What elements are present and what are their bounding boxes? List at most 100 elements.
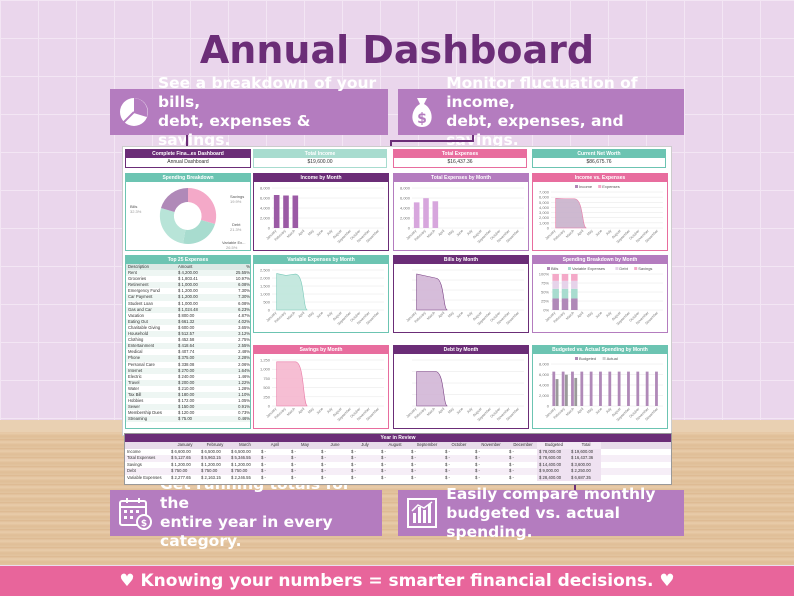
month-label: June: [316, 407, 324, 415]
chart-title: Savings by Month: [254, 346, 388, 354]
table-cell: $ 800.00: [178, 312, 195, 318]
calendar-money-icon: $: [118, 495, 152, 531]
table-cell: $ 1,000.00: [178, 300, 198, 306]
dashboard-selector-value[interactable]: Annual Dashboard: [167, 159, 209, 165]
table-cell: 4.02%: [238, 318, 250, 324]
table-cell: Sewer: [128, 404, 140, 410]
tick-label: 0: [268, 404, 271, 409]
table-cell: Streaming: [128, 416, 148, 422]
table-cell: Membership Dues: [128, 410, 162, 416]
review-cell: $ -: [475, 468, 480, 473]
table-row: Electric $ 240.00 1.46%: [126, 373, 250, 380]
month-label: April: [576, 229, 584, 237]
review-cell: $ -: [261, 468, 266, 473]
table-cell: Vacation: [128, 312, 144, 318]
tick-label: 250: [263, 394, 270, 399]
table-cell: Rent: [128, 270, 137, 276]
tick-label: 75%: [541, 281, 549, 286]
table-cell: 6.23%: [238, 306, 250, 312]
table-row: Charitable Giving $ 600.00 3.65%: [126, 324, 250, 332]
kpi-label: Current Net Worth: [533, 150, 665, 158]
review-cell: $ -: [381, 474, 386, 480]
review-cell: $ -: [261, 448, 266, 454]
tick-label: 6,000: [539, 195, 550, 200]
table-cell: $ 1,024.48: [178, 306, 198, 312]
review-cell: $ 2,277.65: [171, 474, 191, 480]
budgeted-bar: [645, 371, 649, 406]
tick-label: 2,000: [400, 216, 411, 221]
table-row: Streaming $ 75.00 0.46%: [126, 416, 250, 423]
review-cell: $ -: [321, 468, 326, 473]
table-cell: 0.46%: [238, 416, 250, 422]
table-row: Personal Care $ 338.08 2.06%: [126, 361, 250, 368]
legend-swatch: [634, 267, 638, 270]
review-cell: $ -: [291, 455, 296, 460]
callout-breakdown: See a breakdown of your bills, debt, exp…: [110, 74, 388, 149]
chart-title: Variable Expenses by Month: [254, 256, 388, 264]
table-cell: $ 172.00: [178, 398, 195, 404]
table-cell: %: [246, 264, 250, 269]
review-cell: $ -: [261, 461, 266, 467]
stack-bar-segment: [561, 288, 569, 299]
legend-label: Savings: [638, 266, 652, 271]
legend-label: Income: [579, 184, 593, 189]
review-cell: $ -: [351, 455, 356, 460]
table-cell: $ 452.58: [178, 337, 195, 343]
legend-swatch: [598, 185, 602, 188]
table-cell: 25.55%: [235, 270, 250, 276]
dashboard-selector[interactable]: Complete Fina...es Dashboard Annual Dash…: [125, 149, 251, 168]
table-cell: 1.64%: [238, 367, 250, 373]
table-cell: $ 240.00: [178, 373, 195, 379]
tick-label: 2,000: [539, 215, 550, 220]
tick-label: 1,000: [260, 292, 271, 297]
table-cell: $ 210.00: [178, 385, 195, 391]
table-cell: 6.08%: [238, 300, 250, 306]
table-row: Retirement $ 1,000.00 6.08%: [126, 282, 250, 289]
table-cell: $ 180.00: [178, 391, 195, 397]
tick-label: 2,000: [260, 276, 271, 281]
review-cell: $ -: [351, 448, 356, 454]
review-cell: Savings: [127, 461, 142, 467]
table-cell: 2.55%: [238, 343, 250, 349]
table-row: Internet $ 270.00 1.64%: [126, 367, 250, 374]
review-cell: $ -: [261, 455, 266, 460]
callout-totals-text: Get running totals for the entire year i…: [160, 475, 351, 550]
stack-bar-segment: [552, 298, 559, 310]
month-label: April: [576, 407, 584, 415]
svg-text:$: $: [417, 111, 427, 127]
table-cell: Household: [128, 331, 149, 337]
review-cell: February: [206, 442, 224, 447]
tick-label: 6,000: [539, 372, 550, 377]
review-cell: December: [513, 442, 533, 447]
review-cell: $ 750.00: [201, 468, 218, 473]
budgeted-bar: [655, 371, 658, 406]
chart-title: Debt by Month: [394, 346, 528, 354]
budgeted-bar: [552, 371, 556, 406]
table-cell: 4.87%: [238, 312, 250, 318]
review-cell: April: [270, 442, 280, 447]
callout-breakdown-text: See a breakdown of your bills, debt, exp…: [158, 74, 377, 149]
table-cell: Medical: [128, 349, 143, 355]
chart-svg: Bills Variable Expenses Debt Savings 0% 25% 50…: [539, 266, 663, 326]
table-row: Student Loan $ 1,000.00 6.08%: [126, 300, 250, 307]
review-cell: $ 6,600.00: [171, 448, 191, 454]
stack-bar-segment: [571, 274, 578, 281]
month-label: June: [595, 229, 603, 237]
legend-swatch: [575, 185, 578, 188]
table-cell: $ 1,000.00: [178, 282, 198, 288]
table-cell: 0.73%: [238, 410, 250, 416]
review-cell: $ -: [351, 474, 356, 480]
chart-panel: Income vs. Expenses Income Expenses 0 1,000 2…: [532, 173, 668, 251]
review-cell: $ -: [475, 461, 480, 467]
actual-bar: [565, 374, 568, 406]
table-row: Rent $ 4,200.00 25.55%: [126, 270, 250, 277]
review-cell: $ 5,346.55: [231, 455, 251, 460]
month-label: June: [456, 229, 464, 237]
table-cell: $ 1,200.00: [178, 288, 198, 294]
table-cell: Personal Care: [128, 361, 155, 367]
tick-label: 1,500: [260, 284, 271, 289]
table-cell: $ 150.00: [178, 404, 195, 410]
